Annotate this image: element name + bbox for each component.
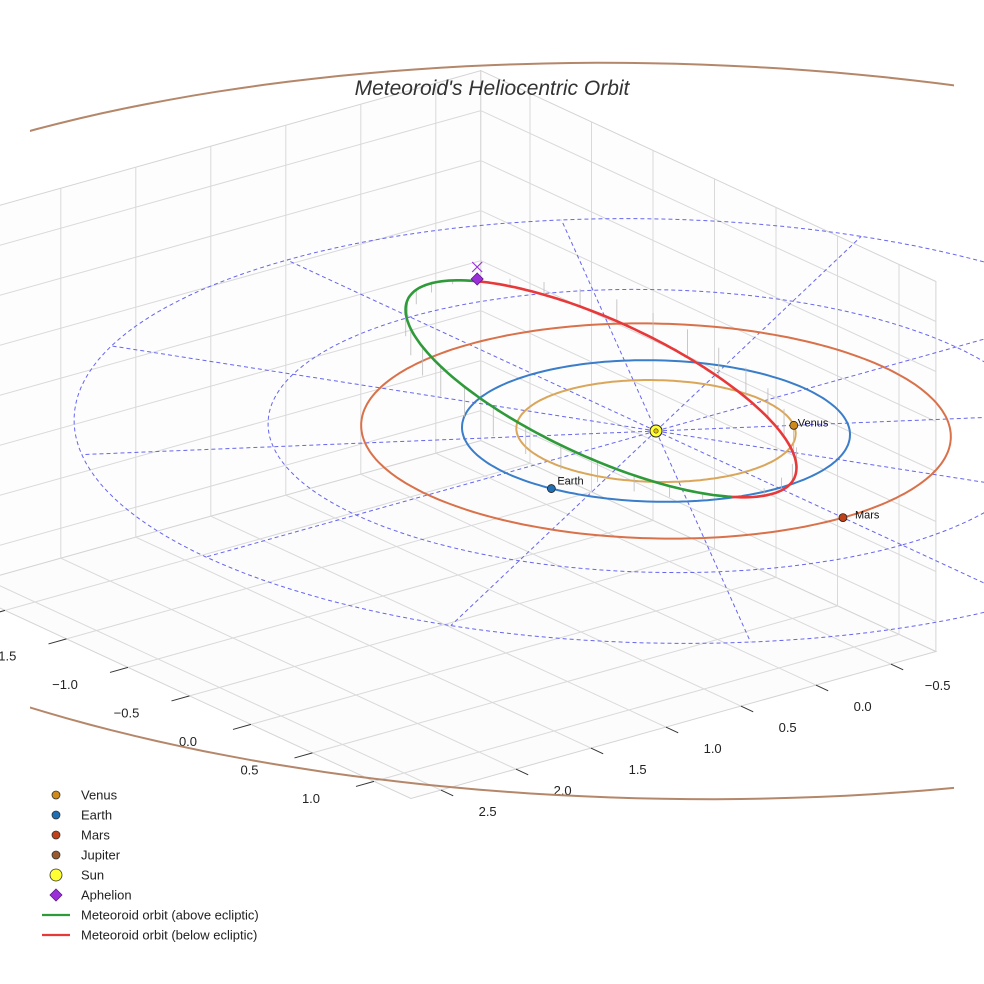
y-tick [890, 663, 904, 671]
y-tick [515, 768, 529, 776]
x-tick-label: −1.5 [0, 649, 16, 664]
meteoroid-orbit-below [474, 279, 798, 499]
x-tick [355, 780, 375, 787]
gridline-y [0, 585, 442, 791]
y-tick-label: 0.0 [854, 699, 872, 714]
legend-marker [51, 850, 61, 860]
x-tick [232, 723, 252, 730]
reference-radial-line [560, 219, 657, 432]
y-tick-label: 2.5 [479, 804, 497, 819]
reference-radial-line [655, 338, 984, 432]
jupiter-orbit [30, 61, 954, 801]
gridline-x [250, 207, 777, 725]
x-tick [0, 609, 6, 613]
legend-label: Venus [81, 788, 118, 803]
legend-label: Earth [81, 808, 112, 823]
venus-label: Venus [798, 417, 829, 429]
aphelion-projection-marker [471, 261, 483, 273]
y-tick [740, 705, 754, 713]
gridline-z [0, 360, 937, 572]
gridline-x [4, 93, 531, 611]
earth-orbit [460, 359, 852, 503]
x-tick-label: −1.0 [52, 677, 78, 692]
meteoroid-orbit-above [404, 278, 733, 499]
x-tick [294, 752, 313, 759]
gridline-z [0, 410, 937, 622]
gridline-z [0, 260, 937, 472]
gridline-y [285, 125, 742, 707]
x-tick [109, 666, 129, 673]
aphelion-marker [470, 272, 484, 286]
gridline-x [66, 121, 592, 640]
x-tick-label: −0.5 [114, 706, 140, 721]
gridline-x [312, 235, 838, 754]
legend-marker [51, 830, 61, 840]
y-tick-label: 0.5 [779, 720, 797, 735]
y-tick-label: 1.0 [704, 741, 722, 756]
gridline-y [135, 167, 592, 749]
reference-radial-line [450, 430, 657, 626]
legend-marker [49, 888, 63, 902]
gridline-z [0, 160, 937, 372]
gridline-x [189, 178, 715, 697]
gridline-y [210, 146, 667, 728]
venus-marker [789, 420, 799, 430]
x-tick-label: 0.5 [240, 763, 258, 778]
x-tick-label: 1.0 [302, 791, 320, 806]
pane-floor [0, 440, 938, 800]
x-tick [171, 695, 190, 702]
legend-marker [51, 790, 61, 800]
legend-marker [49, 868, 63, 882]
y-tick [815, 684, 829, 692]
y-tick [440, 789, 454, 797]
reference-circle [267, 288, 984, 574]
y-tick-label: −0.5 [925, 678, 951, 693]
y-tick-label: 1.5 [629, 762, 647, 777]
chart-title: Meteoroid's Heliocentric Orbit [355, 77, 631, 100]
earth-marker [546, 484, 556, 493]
gridline-x [373, 264, 900, 782]
reference-radial-line [655, 236, 862, 432]
legend-marker [51, 810, 61, 820]
legend-label: Aphelion [81, 888, 132, 903]
legend-label: Meteoroid orbit (above ecliptic) [81, 908, 259, 923]
meteoroid-orbit [404, 278, 798, 499]
reference-radial-line [655, 417, 984, 432]
reference-radial-line [286, 259, 657, 432]
reference-radial-line [81, 430, 657, 456]
gridline-z [0, 110, 937, 322]
reference-radial-line [655, 430, 984, 483]
y-tick [590, 747, 604, 755]
legend-label: Sun [81, 868, 104, 883]
y-tick-label: 2.0 [554, 783, 572, 798]
legend: Venus Earth Mars Jupiter Sun Aphelion Meteoroi… [42, 788, 259, 943]
legend-label: Meteoroid orbit (below ecliptic) [81, 928, 257, 943]
axis-ticks: −2.0−1.5−1.0−0.50.00.51.0−0.50.00.51.01.… [0, 609, 951, 819]
gridline-y [60, 188, 517, 770]
mars-marker [838, 513, 848, 523]
mars-label: Mars [855, 510, 880, 522]
reference-radial-line [111, 345, 657, 432]
earth-label: Earth [557, 476, 583, 488]
legend-label: Mars [81, 828, 110, 843]
reference-radial-line [205, 430, 657, 558]
reference-radial-line [655, 430, 752, 643]
x-tick [48, 638, 67, 645]
y-tick [665, 726, 679, 734]
gridline-y [360, 104, 817, 686]
mars-orbit [360, 322, 952, 540]
x-tick-label: 0.0 [179, 734, 197, 749]
sun-core [653, 428, 659, 434]
gridline-x [127, 150, 654, 668]
gridline-z [0, 210, 937, 422]
legend-label: Jupiter [81, 848, 121, 863]
gridline-y [435, 83, 892, 665]
